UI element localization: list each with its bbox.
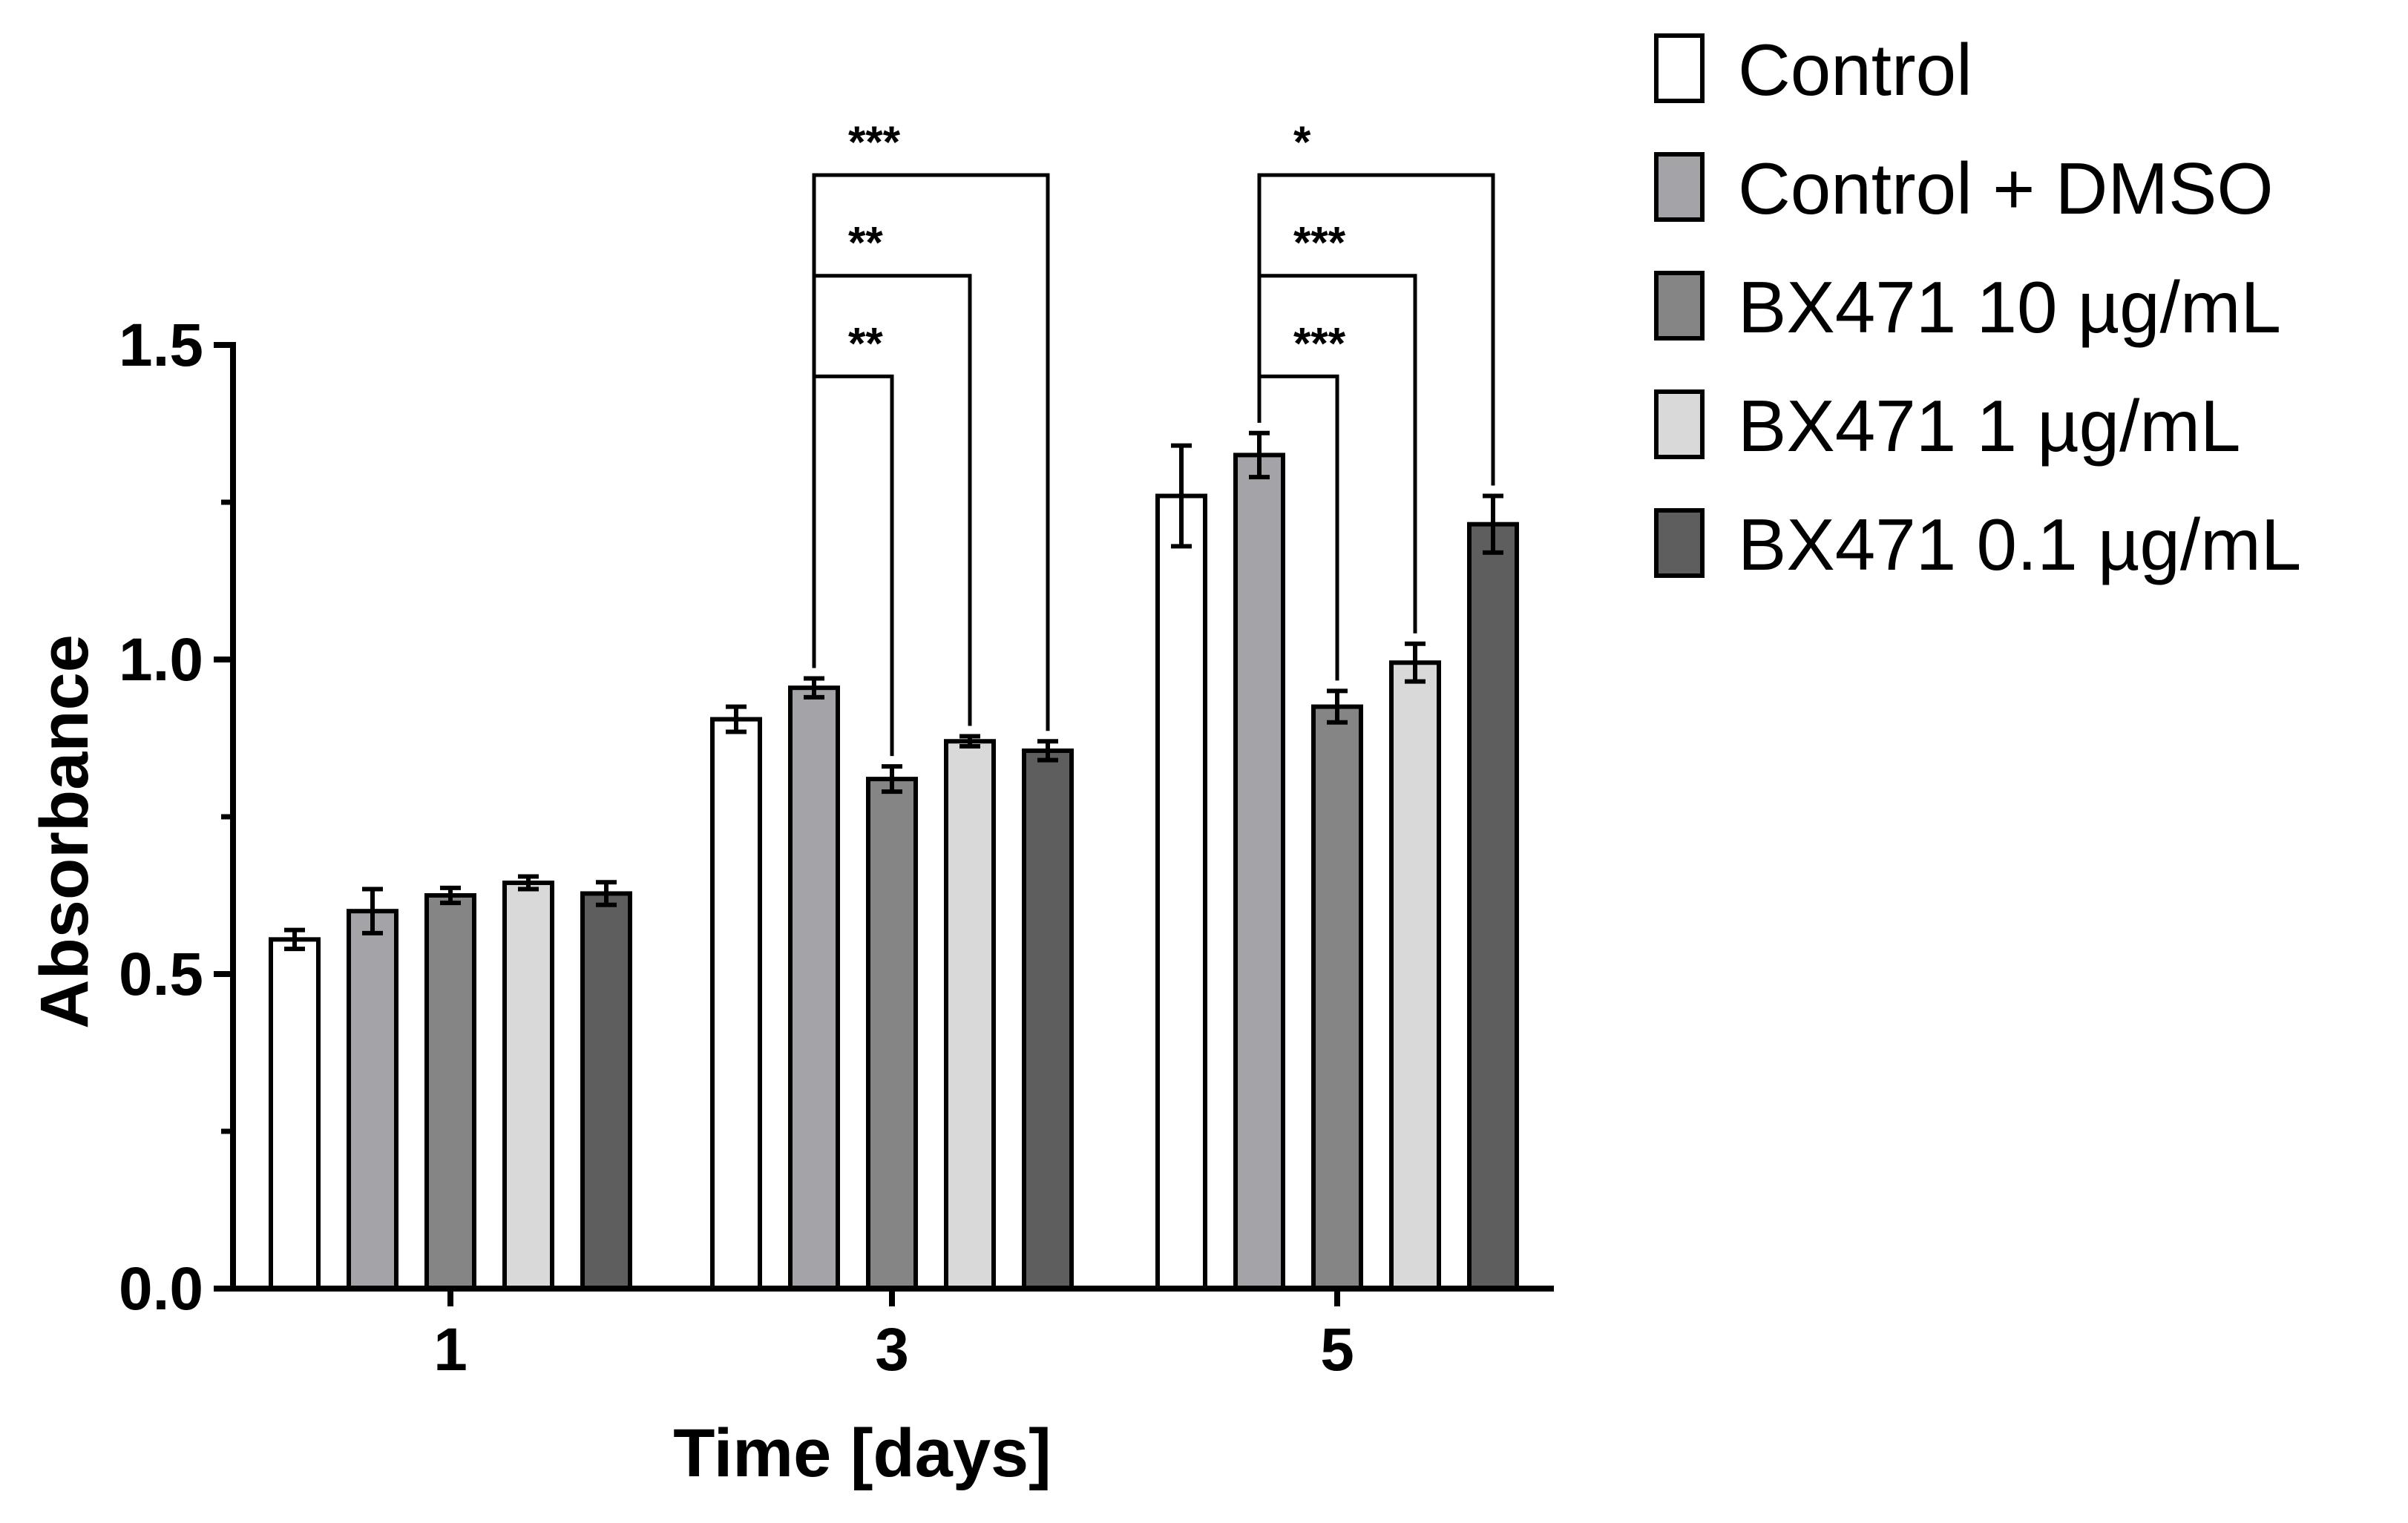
legend: Control Control + DMSO BX471 10 µg/mL BX471…	[1654, 29, 2301, 585]
legend-label: BX471 10 µg/mL	[1738, 266, 2281, 348]
error-bars-layer	[284, 430, 1503, 952]
legend-label: BX471 0.1 µg/mL	[1738, 504, 2301, 585]
legend-label: BX471 1 µg/mL	[1738, 385, 2241, 467]
significance-label: ***	[1293, 318, 1346, 368]
significance-label: ***	[1293, 218, 1346, 268]
bar	[710, 717, 762, 1291]
significance-label: **	[848, 318, 883, 368]
y-tick-label: 1.5	[119, 312, 203, 379]
legend-swatch	[1654, 152, 1705, 222]
y-tick-label: 0.0	[119, 1255, 203, 1323]
significance-bracket	[1257, 173, 1495, 486]
significance-label: *	[1293, 117, 1311, 167]
bar	[1022, 748, 1074, 1291]
bar	[269, 937, 321, 1291]
y-tick-label: 1.0	[119, 626, 203, 694]
x-tick-label: 1	[433, 1316, 468, 1384]
bar	[1155, 493, 1207, 1291]
bar	[944, 739, 996, 1291]
legend-swatch	[1654, 508, 1705, 578]
x-tick-label: 3	[875, 1316, 909, 1384]
bar	[1233, 453, 1285, 1291]
bar	[1311, 704, 1363, 1291]
x-axis-title: Time [days]	[673, 1415, 1052, 1491]
significance-label: **	[848, 218, 883, 268]
legend-swatch	[1654, 389, 1705, 459]
legend-swatch	[1654, 33, 1705, 103]
bar	[347, 909, 398, 1291]
bar	[866, 777, 918, 1291]
legend-label: Control	[1738, 29, 1972, 111]
bar	[580, 891, 632, 1292]
significance-label: ***	[848, 117, 901, 167]
bar	[502, 881, 554, 1292]
significance-layer: **************	[812, 117, 1495, 757]
ticks-layer: 0.0 0.5 1.0 1.5 1 3 5	[119, 312, 1354, 1384]
bar	[788, 685, 840, 1291]
y-axis-title: Absorbance	[27, 634, 102, 1029]
legend-label: Control + DMSO	[1738, 148, 2274, 229]
bar	[424, 893, 476, 1291]
bar	[1389, 660, 1441, 1291]
bar	[1467, 522, 1519, 1291]
y-tick-label: 0.5	[119, 941, 203, 1008]
legend-swatch	[1654, 271, 1705, 341]
significance-bracket	[812, 173, 1050, 731]
x-tick-label: 5	[1320, 1316, 1354, 1384]
